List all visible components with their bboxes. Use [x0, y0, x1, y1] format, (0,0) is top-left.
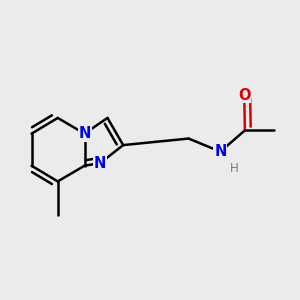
Text: N: N	[78, 126, 91, 141]
Text: H: H	[230, 162, 239, 175]
Text: N: N	[214, 144, 226, 159]
Text: N: N	[94, 156, 106, 171]
Text: O: O	[238, 88, 250, 103]
